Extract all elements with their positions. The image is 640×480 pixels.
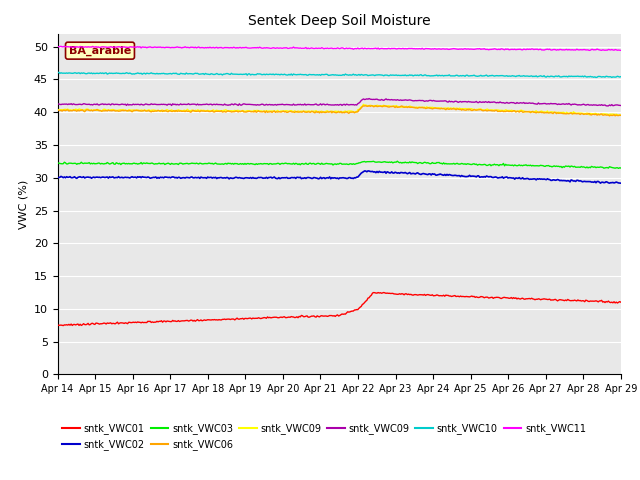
Legend: sntk_VWC01, sntk_VWC02, sntk_VWC03, sntk_VWC06, sntk_VWC09, sntk_VWC09, sntk_VWC: sntk_VWC01, sntk_VWC02, sntk_VWC03, sntk… xyxy=(63,423,586,450)
Title: Sentek Deep Soil Moisture: Sentek Deep Soil Moisture xyxy=(248,14,431,28)
Y-axis label: VWC (%): VWC (%) xyxy=(18,180,28,228)
Text: BA_arable: BA_arable xyxy=(69,46,131,56)
